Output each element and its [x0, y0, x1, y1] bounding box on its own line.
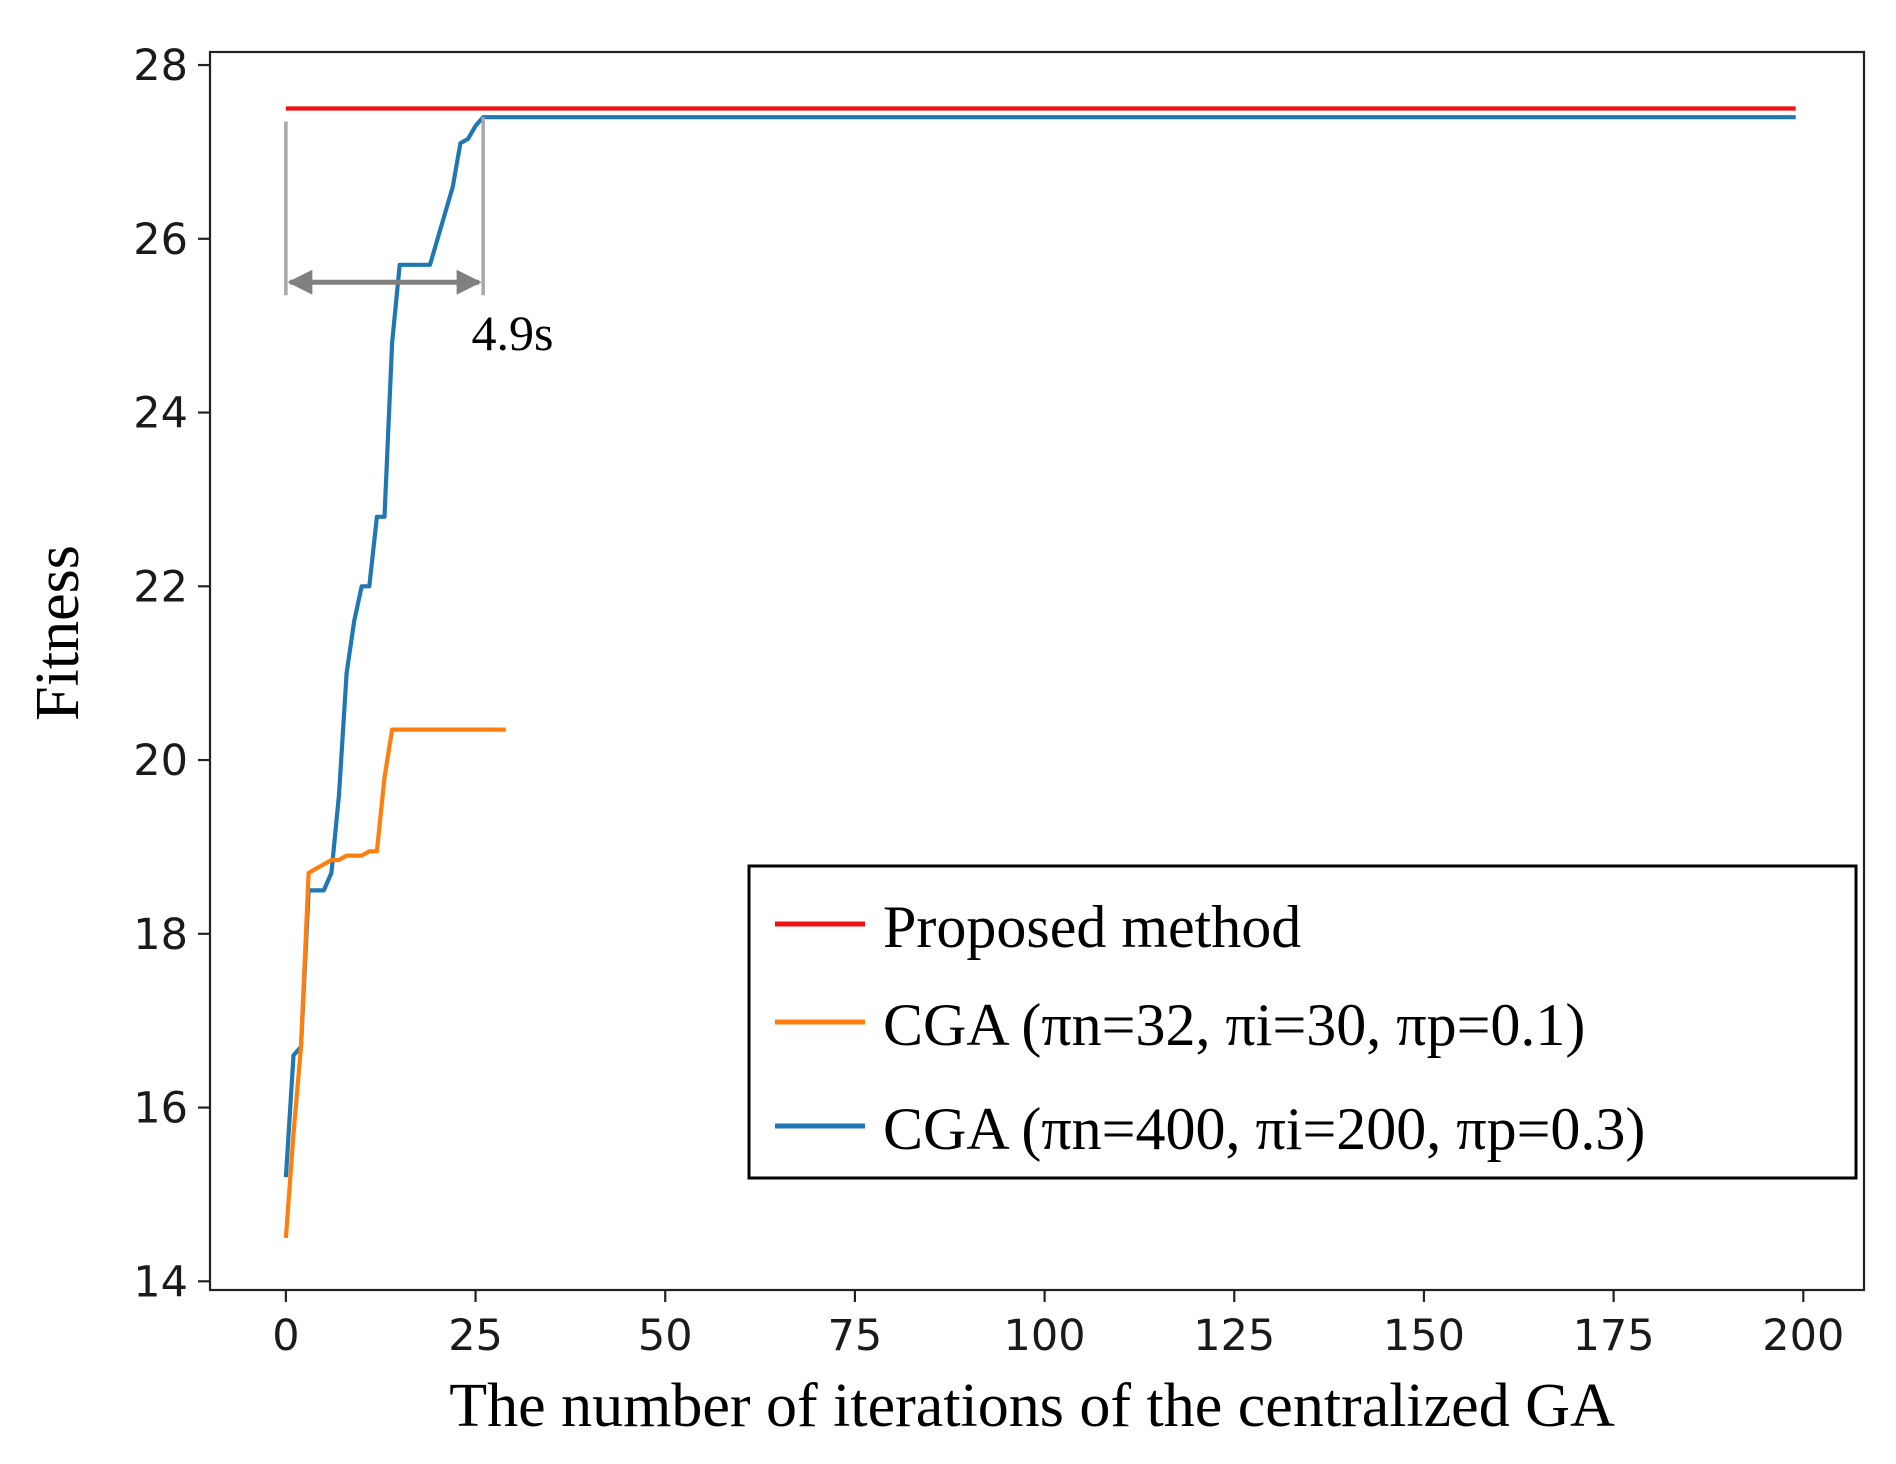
- x-tick-label: 25: [448, 1311, 503, 1361]
- series-line-cga-large: [283, 115, 1796, 1178]
- y-tick-label: 14: [133, 1257, 188, 1307]
- x-tick-label: 125: [1193, 1311, 1275, 1361]
- x-tick-label: 0: [272, 1311, 299, 1361]
- y-tick-label: 26: [133, 215, 188, 265]
- annotation-layer: 4.9s: [284, 117, 554, 361]
- series-layer: [283, 106, 1796, 1239]
- legend-label-cga-small: CGA (πn=32, πi=30, πp=0.1): [883, 992, 1585, 1058]
- y-tick-label: 20: [133, 736, 188, 786]
- series-line-cga-small: [283, 727, 506, 1239]
- y-tick-label: 16: [133, 1084, 188, 1134]
- x-tick-label: 150: [1383, 1311, 1465, 1361]
- y-tick-label: 22: [133, 562, 188, 612]
- y-tick-label: 24: [133, 389, 188, 439]
- y-tick-label: 18: [133, 910, 188, 960]
- annotation-label: 4.9s: [472, 305, 554, 361]
- x-tick-label: 200: [1762, 1311, 1844, 1361]
- x-tick-label: 50: [638, 1311, 693, 1361]
- legend-label-proposed: Proposed method: [883, 894, 1301, 960]
- x-axis-label: The number of iterations of the centrali…: [449, 1372, 1615, 1440]
- x-tick-label: 100: [1004, 1311, 1086, 1361]
- legend: Proposed method CGA (πn=32, πi=30, πp=0.…: [747, 864, 1858, 1180]
- x-tick-label: 175: [1573, 1311, 1655, 1361]
- y-tick-label: 28: [133, 41, 188, 91]
- axes-layer: 14 16 18 20 22 24 26 28 0 25 50 75 100 125 150 175 200: [133, 41, 1844, 1361]
- plot-frame: [208, 50, 1866, 1292]
- y-axis-label: Fitness: [24, 545, 92, 721]
- x-tick-label: 75: [828, 1311, 883, 1361]
- legend-box: [747, 864, 1858, 1180]
- legend-label-cga-large: CGA (πn=400, πi=200, πp=0.3): [883, 1096, 1645, 1162]
